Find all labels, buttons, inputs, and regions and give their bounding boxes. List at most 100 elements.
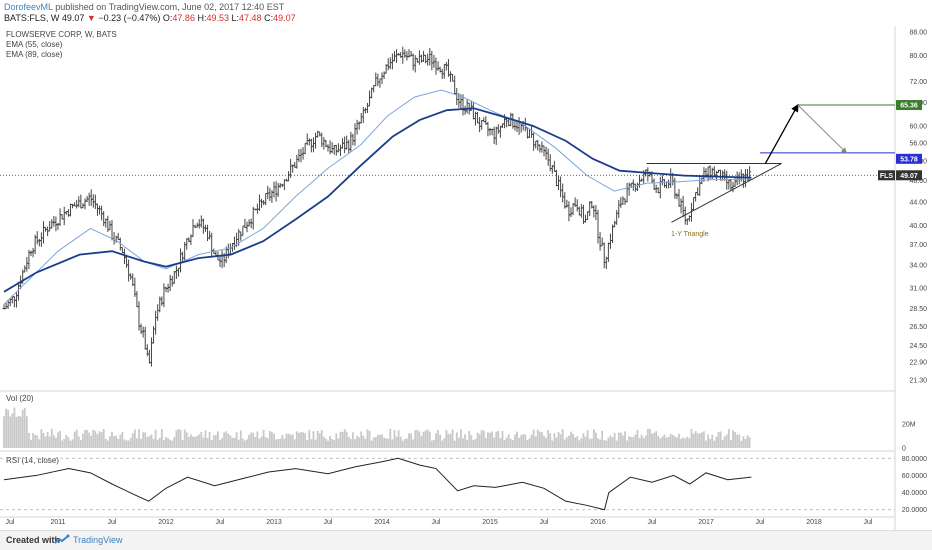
volume-bar <box>738 434 741 448</box>
volume-bar <box>109 436 111 448</box>
volume-bar <box>171 440 174 448</box>
volume-bar <box>304 433 307 448</box>
volume-bar <box>169 439 172 448</box>
volume-bar <box>748 437 751 448</box>
author-link[interactable]: DorofeevML <box>4 2 53 12</box>
volume-bar <box>426 429 429 448</box>
volume-bar <box>630 437 633 448</box>
volume-bar <box>705 440 707 448</box>
volume-bar <box>79 439 82 448</box>
volume-bar <box>561 429 564 448</box>
time-tick-label: 2016 <box>590 519 606 526</box>
volume-bar <box>11 413 14 448</box>
close-value: 49.07 <box>273 13 296 23</box>
volume-bar <box>671 434 674 448</box>
volume-bar <box>509 438 512 448</box>
volume-bar <box>98 431 101 448</box>
volume-bar <box>374 436 377 448</box>
volume-bar <box>511 440 514 448</box>
volume-bar <box>229 435 232 448</box>
volume-bar <box>50 428 53 448</box>
volume-bar <box>36 435 39 448</box>
volume-bar <box>447 433 450 448</box>
volume-bar <box>194 436 196 448</box>
high-value: 49.53 <box>206 13 229 23</box>
volume-bar <box>499 437 502 448</box>
volume-bar <box>551 440 554 448</box>
volume-bar <box>5 408 7 448</box>
volume-bar <box>345 431 348 448</box>
volume-bar <box>138 429 140 448</box>
volume-bar <box>349 438 352 448</box>
volume-bar <box>412 439 415 448</box>
volume-bar <box>160 429 163 448</box>
volume-bar <box>619 432 622 448</box>
grid <box>0 26 896 530</box>
volume-bar <box>501 430 504 448</box>
volume-bar <box>106 440 109 448</box>
volume-bar <box>96 434 99 448</box>
tradingview-logo-icon[interactable] <box>54 534 70 545</box>
open-value: 47.86 <box>172 13 195 23</box>
volume-bar <box>543 435 545 448</box>
chart-canvas[interactable]: 1-Y Triangle 88.0080.0072.0066.0060.0056… <box>0 26 932 530</box>
volume-bar <box>273 433 275 448</box>
volume-bar <box>256 431 259 448</box>
volume-bar <box>449 433 452 448</box>
volume-bar <box>111 431 113 448</box>
volume-bar <box>424 430 427 448</box>
publish-line: DorofeevML published on TradingView.com,… <box>4 2 284 12</box>
volume-bar <box>615 440 618 448</box>
volume-bar <box>430 440 433 448</box>
tradingview-brand-link[interactable]: TradingView <box>73 535 123 545</box>
volume-bar <box>266 438 269 448</box>
volume-bar <box>244 440 246 448</box>
volume-bar <box>133 429 136 448</box>
ema-series-line <box>3 107 752 293</box>
volume-bar <box>487 432 489 448</box>
volume-bar <box>339 431 342 448</box>
last-price: 49.07 <box>61 13 85 23</box>
volume-bar <box>295 431 298 448</box>
price-tick-label: 24.50 <box>909 343 927 350</box>
volume-bars <box>3 407 751 448</box>
volume-bar <box>75 429 78 448</box>
volume-bar <box>123 439 126 448</box>
volume-bar <box>491 431 493 448</box>
volume-bar <box>212 435 215 448</box>
volume-bar <box>88 432 91 448</box>
volume-bar <box>322 436 325 448</box>
volume-bar <box>150 434 153 448</box>
volume-bar <box>711 434 714 448</box>
volume-bar <box>474 438 477 448</box>
volume-bar <box>154 429 157 448</box>
rsi-tick-label: 40.0000 <box>902 490 927 497</box>
volume-bar <box>379 434 381 448</box>
volume-bar <box>217 431 219 448</box>
volume-bar <box>381 434 383 448</box>
up-projection-arrow <box>764 103 799 164</box>
volume-bar <box>23 408 26 448</box>
quote-line: BATS:FLS, W 49.07 ▼ −0.23 (−0.47%) O:47.… <box>4 13 296 23</box>
volume-bar <box>192 436 194 448</box>
volume-bar <box>55 437 57 448</box>
time-tick-label: Jul <box>540 519 549 526</box>
volume-bar <box>73 431 76 448</box>
volume-bar <box>746 435 749 448</box>
volume-bar <box>15 416 18 448</box>
volume-bar <box>418 431 421 448</box>
volume-bar <box>470 435 473 448</box>
volume-bar <box>190 434 192 448</box>
volume-bar <box>370 440 373 448</box>
volume-bar <box>21 409 24 448</box>
volume-bar <box>94 430 97 448</box>
rsi-line <box>3 457 752 511</box>
volume-bar <box>433 439 435 448</box>
volume-bar <box>516 431 518 448</box>
volume-bar <box>534 436 537 448</box>
volume-bar <box>30 439 32 448</box>
volume-bar <box>177 428 180 448</box>
volume-bar <box>376 434 379 448</box>
drawings[interactable]: 1-Y Triangle <box>0 103 895 238</box>
volume-bar <box>657 435 660 448</box>
